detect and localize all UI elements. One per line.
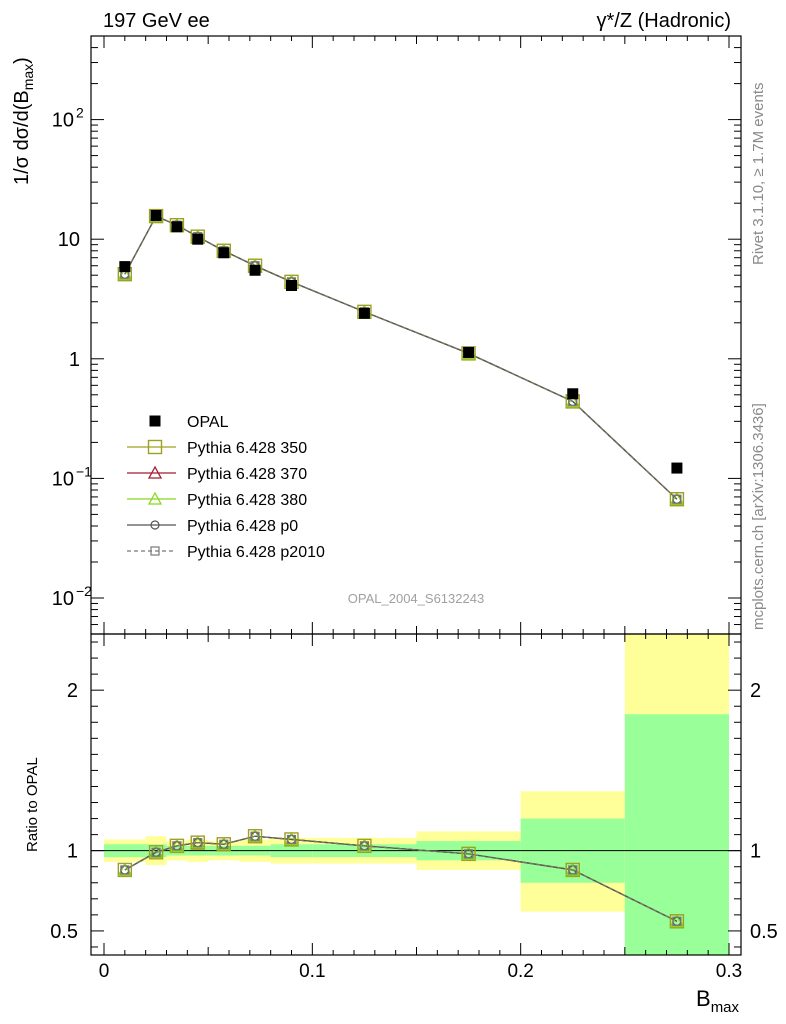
legend-label-3: Pythia 6.428 380 xyxy=(187,492,307,509)
ratio-mc-marker xyxy=(216,836,231,850)
ratio-error-bands xyxy=(104,634,729,955)
rivet-label: Rivet 3.1.10, ≥ 1.7M events xyxy=(750,83,767,266)
ratio-mc-marker xyxy=(669,913,685,927)
data-point xyxy=(286,280,297,292)
ratio-mc-marker xyxy=(120,865,130,875)
ratio-mc-marker xyxy=(193,838,203,848)
ratio-mc-marker xyxy=(461,846,476,860)
ratio-mc-marker xyxy=(117,862,132,876)
main-y-axis-label: 1/σ dσ/d(Bmax) xyxy=(11,57,36,185)
ratio-y-tick-label: 1 xyxy=(67,841,78,863)
legend-marker-0 xyxy=(149,415,161,427)
data-point xyxy=(119,261,131,273)
main-mc-marker xyxy=(117,266,132,280)
ratio-mc-marker xyxy=(250,831,260,841)
main-mc-marker xyxy=(669,491,685,505)
legend-label-1: Pythia 6.428 350 xyxy=(187,440,307,457)
x-tick-label: 0.2 xyxy=(507,961,533,982)
main-y-tick-label: 10 xyxy=(58,229,80,251)
legend-marker-1 xyxy=(147,439,163,455)
ratio-y-tick-label-right: 0.5 xyxy=(750,921,778,943)
header-left: 197 GeV ee xyxy=(103,10,210,32)
ratio-mc-marker xyxy=(219,839,229,849)
ratio-mc-marker xyxy=(190,835,205,849)
mcplots-label: mcplots.cern.ch [arXiv:1306.3436] xyxy=(750,403,767,630)
ratio-mc-marker xyxy=(565,862,580,876)
legend-label-0: OPAL xyxy=(187,414,229,431)
data-point xyxy=(218,247,230,259)
ratio-mc-marker xyxy=(247,828,263,842)
ratio-mc-marker xyxy=(151,847,161,857)
ratio-mc-marker xyxy=(568,865,578,875)
data-point xyxy=(192,233,204,245)
axis-ticks xyxy=(91,35,741,955)
main-y-tick-label: 10 xyxy=(52,588,74,610)
legend-label-5: Pythia 6.428 p2010 xyxy=(187,544,325,561)
ratio-mc-marker xyxy=(672,916,682,926)
x-tick-label: 0.1 xyxy=(299,961,325,982)
main-y-tick-exponent: −1 xyxy=(76,463,92,479)
ratio-mc-marker xyxy=(286,834,297,845)
legend-marker-4 xyxy=(150,520,160,530)
data-points xyxy=(119,209,683,474)
legend-label-2: Pythia 6.428 370 xyxy=(187,466,307,483)
x-tick-label: 0 xyxy=(99,961,110,982)
legend-marker-3 xyxy=(147,491,163,505)
x-axis-label: Bmax xyxy=(696,986,740,1016)
legend-marker-5 xyxy=(150,546,160,556)
header-right: γ*/Z (Hadronic) xyxy=(597,10,731,32)
green-band-10 xyxy=(624,714,729,955)
main-mc-marker xyxy=(672,494,682,504)
legend: OPAL Pythia 6.428 350 Pythia 6.428 370 Pyth… xyxy=(127,414,325,561)
data-point xyxy=(358,307,370,319)
ratio-mc-marker xyxy=(357,838,372,852)
ratio-y-tick-label: 2 xyxy=(67,680,78,702)
ratio-mc-marker xyxy=(359,841,370,851)
ratio-y-tick-label-right: 1 xyxy=(750,841,761,863)
ratio-mc-marker xyxy=(284,832,299,846)
main-y-tick-label: 1 xyxy=(69,349,80,371)
ratio-y-tick-label-right: 2 xyxy=(750,680,761,702)
legend-marker-2 xyxy=(147,465,163,479)
ratio-y-axis-label: Ratio to OPAL xyxy=(24,757,41,852)
legend-label-4: Pythia 6.428 p0 xyxy=(187,518,298,535)
data-point xyxy=(249,264,261,276)
watermark: OPAL_2004_S6132243 xyxy=(348,591,484,606)
data-point xyxy=(150,209,162,221)
data-point xyxy=(671,462,683,474)
ratio-mc-marker xyxy=(172,841,182,851)
x-tick-label: 0.3 xyxy=(716,961,742,982)
main-y-tick-exponent: 2 xyxy=(76,105,84,121)
data-point xyxy=(171,221,183,233)
ratio-mc-marker xyxy=(148,844,164,858)
data-point xyxy=(567,388,579,400)
main-y-tick-label: 10 xyxy=(52,110,74,132)
ratio-mc-marker xyxy=(463,849,474,859)
ratio-mc-marker xyxy=(169,838,185,852)
main-y-tick-label: 10 xyxy=(52,468,74,490)
data-point xyxy=(463,346,475,358)
ratio-y-tick-label: 0.5 xyxy=(50,921,78,943)
main-mc-marker xyxy=(565,394,580,408)
main-y-tick-exponent: −2 xyxy=(76,583,92,599)
